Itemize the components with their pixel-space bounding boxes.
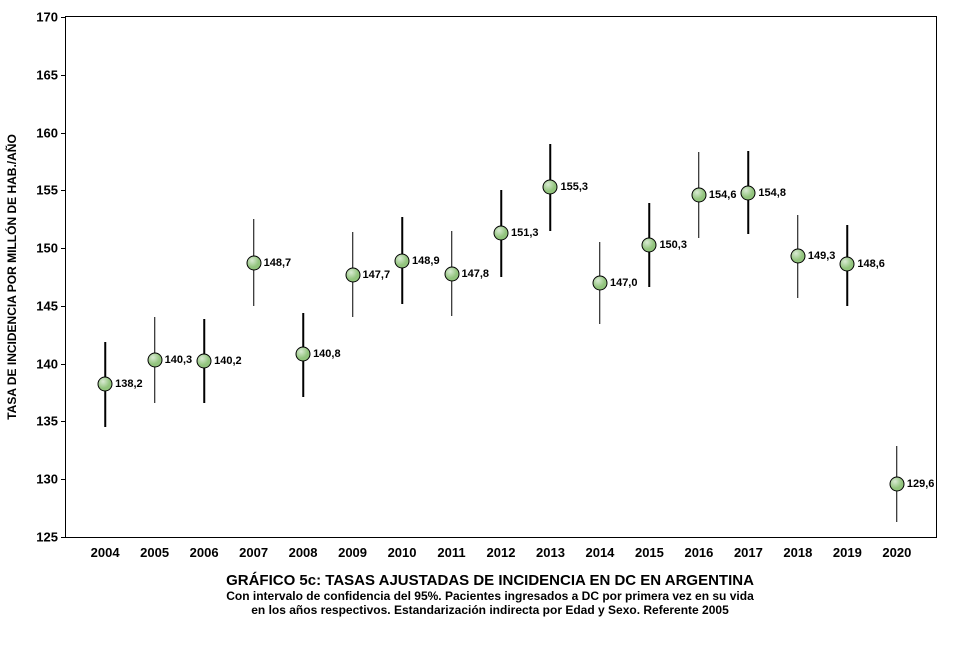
data-point-marker — [197, 354, 212, 369]
x-tick-label: 2004 — [91, 537, 120, 560]
y-tick-label: 165 — [36, 67, 66, 82]
chart-subtitle-1: Con intervalo de confidencia del 95%. Pa… — [0, 589, 980, 603]
data-point-marker — [840, 257, 855, 272]
x-tick-label: 2017 — [734, 537, 763, 560]
chart-titles: GRÁFICO 5c: TASAS AJUSTADAS DE INCIDENCI… — [0, 572, 980, 618]
y-tick-label: 160 — [36, 125, 66, 140]
x-tick-label: 2016 — [684, 537, 713, 560]
y-tick-label: 125 — [36, 530, 66, 545]
x-tick-label: 2010 — [388, 537, 417, 560]
plot-area: TASA DE INCIDENCIA POR MILLÓN DE HAB./AÑ… — [65, 16, 937, 538]
data-point-label: 154,6 — [709, 189, 737, 201]
data-point-label: 147,7 — [363, 269, 391, 281]
data-point-label: 129,6 — [907, 478, 935, 490]
data-point-marker — [642, 237, 657, 252]
chart-subtitle-2: en los años respectivos. Estandarización… — [0, 603, 980, 617]
data-point-label: 148,9 — [412, 255, 440, 267]
data-point-marker — [741, 185, 756, 200]
data-point-marker — [543, 179, 558, 194]
data-point-label: 151,3 — [511, 227, 539, 239]
chart-container: { "chart": { "type": "scatter-with-ci", … — [0, 0, 980, 646]
data-point-marker — [147, 353, 162, 368]
data-point-marker — [98, 377, 113, 392]
x-tick-label: 2020 — [882, 537, 911, 560]
data-point-marker — [592, 275, 607, 290]
x-tick-label: 2005 — [140, 537, 169, 560]
y-tick-label: 155 — [36, 183, 66, 198]
data-point-label: 147,8 — [462, 268, 490, 280]
x-tick-label: 2015 — [635, 537, 664, 560]
data-point-label: 150,3 — [659, 239, 687, 251]
data-point-label: 154,8 — [758, 187, 786, 199]
data-point-marker — [395, 253, 410, 268]
data-point-marker — [691, 187, 706, 202]
data-point-marker — [246, 256, 261, 271]
x-tick-label: 2009 — [338, 537, 367, 560]
x-tick-label: 2008 — [289, 537, 318, 560]
data-point-label: 138,2 — [115, 378, 143, 390]
data-point-label: 149,3 — [808, 250, 836, 262]
data-point-label: 140,2 — [214, 355, 242, 367]
x-tick-label: 2012 — [487, 537, 516, 560]
data-point-label: 140,3 — [165, 354, 193, 366]
y-tick-label: 170 — [36, 10, 66, 25]
x-tick-label: 2006 — [190, 537, 219, 560]
x-tick-label: 2018 — [783, 537, 812, 560]
data-point-marker — [889, 476, 904, 491]
data-point-marker — [494, 226, 509, 241]
x-tick-label: 2013 — [536, 537, 565, 560]
y-tick-label: 135 — [36, 414, 66, 429]
x-tick-label: 2011 — [437, 537, 465, 560]
data-point-marker — [790, 249, 805, 264]
chart-title-main: GRÁFICO 5c: TASAS AJUSTADAS DE INCIDENCI… — [0, 572, 980, 589]
data-point-label: 140,8 — [313, 348, 341, 360]
data-point-label: 148,7 — [264, 257, 292, 269]
x-tick-label: 2019 — [833, 537, 862, 560]
data-point-marker — [444, 266, 459, 281]
y-axis-label: TASA DE INCIDENCIA POR MILLÓN DE HAB./AÑ… — [5, 134, 19, 420]
y-tick-label: 150 — [36, 241, 66, 256]
data-point-marker — [296, 347, 311, 362]
y-tick-label: 130 — [36, 472, 66, 487]
data-point-label: 155,3 — [560, 181, 588, 193]
data-point-label: 147,0 — [610, 277, 638, 289]
x-tick-label: 2007 — [239, 537, 268, 560]
data-point-label: 148,6 — [857, 258, 885, 270]
data-point-marker — [345, 267, 360, 282]
y-tick-label: 145 — [36, 298, 66, 313]
y-tick-label: 140 — [36, 356, 66, 371]
x-tick-label: 2014 — [585, 537, 614, 560]
